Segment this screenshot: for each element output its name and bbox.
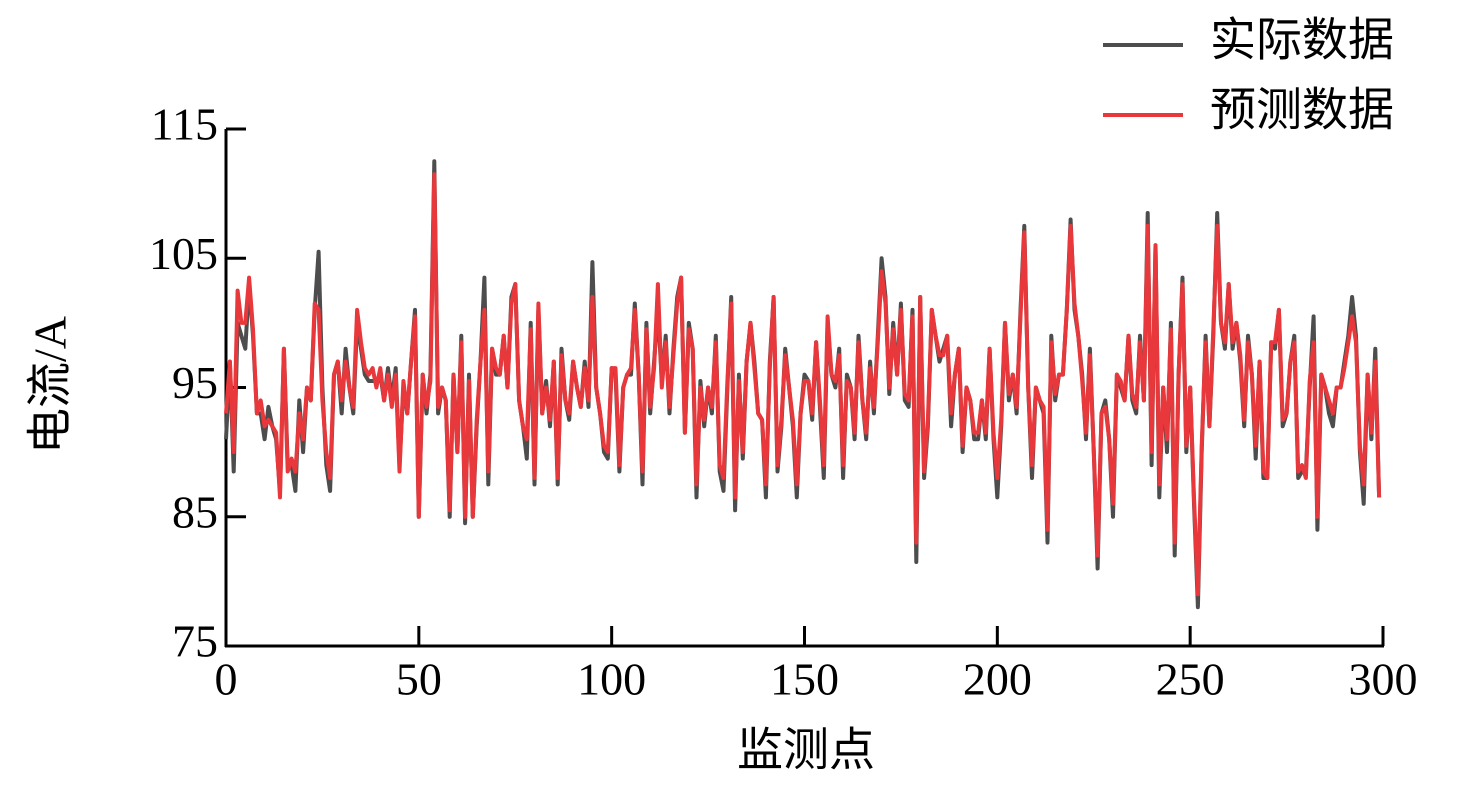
x-tick-label: 100 (577, 654, 646, 705)
x-tick-label: 0 (215, 654, 238, 705)
y-axis-label: 电流/A (25, 316, 76, 454)
y-tick-label: 75 (172, 616, 218, 667)
y-tick-label: 85 (172, 486, 218, 537)
y-tick-label: 115 (151, 99, 218, 150)
y-tick-label: 105 (149, 228, 218, 279)
x-tick-label: 200 (963, 654, 1032, 705)
x-axis-label: 监测点 (737, 725, 875, 776)
x-tick-label: 250 (1156, 654, 1225, 705)
x-tick-label: 300 (1349, 654, 1418, 705)
y-tick-label: 95 (172, 357, 218, 408)
data-line (224, 172, 1382, 597)
x-tick-label: 50 (396, 654, 442, 705)
legend-label: 实际数据 (1210, 15, 1394, 66)
x-tick-label: 150 (770, 654, 839, 705)
legend-label: 预测数据 (1210, 85, 1394, 136)
